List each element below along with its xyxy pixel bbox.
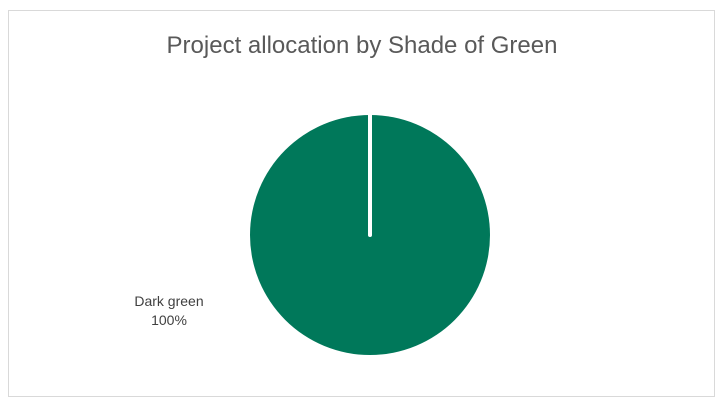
slice-label-name: Dark green (134, 293, 203, 309)
slice-label-percent: 100% (151, 312, 187, 328)
chart-title: Project allocation by Shade of Green (166, 32, 558, 59)
